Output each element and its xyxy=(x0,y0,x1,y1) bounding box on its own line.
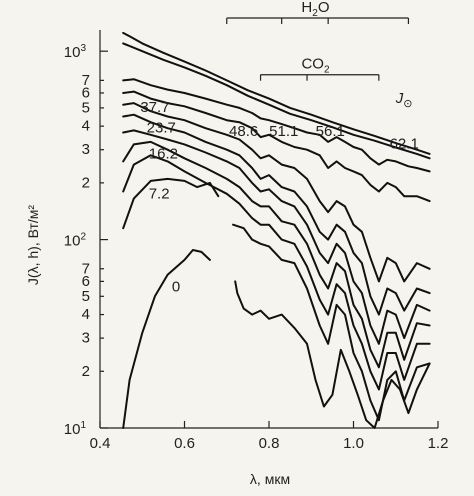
curve-7.2 xyxy=(232,223,431,422)
curve-62.1 xyxy=(122,78,431,173)
curve-0 xyxy=(122,249,211,429)
curve-J⊙ xyxy=(122,31,431,155)
y-minor-tick-label: 2 xyxy=(82,174,90,191)
curve-56.1 xyxy=(122,90,431,203)
curve-23.7 xyxy=(122,140,431,369)
curve-label: 37.7 xyxy=(140,99,169,116)
curves xyxy=(122,31,431,429)
y-minor-tick-label: 7 xyxy=(82,72,90,89)
x-axis-label: λ, мкм xyxy=(250,471,290,487)
curve-label: 7.2 xyxy=(149,186,170,203)
y-minor-tick-label: 3 xyxy=(82,141,90,158)
x-tick-label: 1.0 xyxy=(343,435,364,452)
band-label: H2O xyxy=(301,0,329,19)
curve-label: 62.1 xyxy=(390,135,419,152)
curve-label: 51.1 xyxy=(269,123,298,140)
curve-label: 56.1 xyxy=(316,123,345,140)
y-minor-tick-label: 6 xyxy=(82,84,90,101)
x-tick-label: 1.2 xyxy=(428,435,449,452)
absorption-bands: H2O CO2 xyxy=(226,0,410,81)
y-major-tick-label: 103 xyxy=(64,43,87,61)
y-minor-tick-label: 5 xyxy=(82,99,90,116)
curve-label: 0 xyxy=(172,279,180,296)
curve-37.7 xyxy=(122,129,431,345)
curve-label: 16.2 xyxy=(149,145,178,162)
curve-unlabeled-1 xyxy=(122,42,431,160)
curve-label: 23.7 xyxy=(147,120,176,137)
x-tick-label: 0.8 xyxy=(259,435,280,452)
curve-label-solar: J⊙ xyxy=(395,90,413,110)
y-minor-tick-label: 7 xyxy=(82,260,90,277)
y-minor-tick-label: 5 xyxy=(82,288,90,305)
x-tick-label: 0.4 xyxy=(90,435,111,452)
curve-labels: J⊙ 62.1 56.1 51.1 48.6 37.7 23.7 16.2 7.2 0 xyxy=(140,90,418,295)
y-minor-tick-label: 3 xyxy=(82,330,90,347)
y-major-tick-label: 101 xyxy=(64,420,87,438)
curve-0 xyxy=(234,280,431,429)
axes xyxy=(99,30,438,429)
x-tick-label: 0.6 xyxy=(174,435,195,452)
y-axis-label: J(λ, h), Вт/м² xyxy=(25,205,41,285)
curve-48.6 xyxy=(122,113,431,316)
curve-label: 48.6 xyxy=(229,123,258,140)
curve-51.1 xyxy=(122,102,431,283)
y-minor-tick-label: 4 xyxy=(82,118,90,135)
curve-16.2 xyxy=(122,154,431,391)
y-minor-tick-label: 2 xyxy=(82,363,90,380)
band-label: CO2 xyxy=(301,56,330,76)
y-minor-tick-label: 6 xyxy=(82,273,90,290)
y-major-tick-label: 102 xyxy=(64,232,87,250)
curve-7.2 xyxy=(122,177,220,230)
y-minor-tick-label: 4 xyxy=(82,306,90,323)
